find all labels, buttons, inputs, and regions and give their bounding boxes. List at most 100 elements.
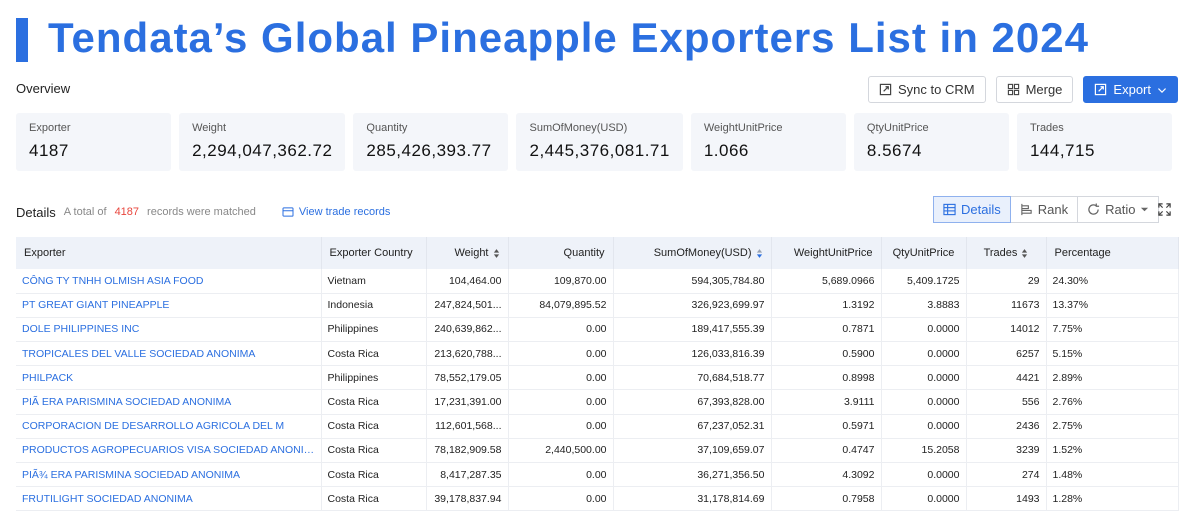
cell-qty-unit-price: 0.0000 — [881, 341, 967, 367]
exporter-link[interactable]: PT GREAT GIANT PINEAPPLE — [16, 293, 322, 318]
merge-button[interactable]: Merge — [995, 76, 1074, 103]
stat-label: Trades — [1029, 122, 1064, 134]
table-row[interactable]: PRODUCTOS AGROPECUARIOS VISA SOCIEDAD AN… — [16, 438, 1179, 464]
column-header-exporter-country[interactable]: Exporter Country — [321, 237, 427, 269]
cell-weight: 104,464.00 — [426, 269, 509, 294]
cell-trades: 3239 — [966, 438, 1047, 464]
sync-to-crm-button[interactable]: Sync to CRM — [867, 76, 986, 103]
cell-trades: 6257 — [966, 341, 1047, 367]
cell-country: Indonesia — [321, 293, 427, 318]
cell-quantity: 0.00 — [508, 486, 614, 512]
cell-country: Costa Rica — [321, 486, 427, 512]
records-suffix: records were matched — [147, 206, 256, 218]
tab-rank[interactable]: Rank — [1010, 196, 1079, 223]
column-header-percentage[interactable]: Percentage — [1046, 237, 1179, 269]
cell-percentage: 13.37% — [1046, 293, 1179, 318]
cell-trades: 4421 — [966, 365, 1047, 391]
table-row[interactable]: TROPICALES DEL VALLE SOCIEDAD ANONIMA Cos… — [16, 341, 1179, 367]
table-row[interactable]: PT GREAT GIANT PINEAPPLE Indonesia 247,824… — [16, 293, 1179, 318]
stat-card-qty-unit-price: QtyUnitPrice 8.5674 — [853, 113, 1009, 171]
overview-label: Overview — [16, 81, 71, 96]
column-header-weight[interactable]: Weight — [426, 237, 509, 269]
cell-country: Costa Rica — [321, 438, 427, 464]
details-summary: Details A total of 4187 records were mat… — [16, 202, 1176, 222]
stat-value: 144,715 — [1029, 141, 1095, 160]
cell-percentage: 24.30% — [1046, 269, 1179, 294]
column-header-exporter[interactable]: Exporter — [16, 237, 322, 269]
cell-quantity: 0.00 — [508, 414, 614, 439]
cell-sum-of-money: 326,923,699.97 — [613, 293, 772, 318]
cell-country: Philippines — [321, 317, 427, 343]
exporter-link[interactable]: PIÃ¾ ERA PARISMINA SOCIEDAD ANONIMA — [16, 462, 322, 488]
export-icon — [1095, 83, 1107, 96]
sort-desc-icon[interactable] — [756, 248, 763, 259]
cell-weight-unit-price: 3.9111 — [771, 389, 882, 415]
cell-sum-of-money: 67,393,828.00 — [613, 389, 772, 415]
exporter-link[interactable]: CÔNG TY TNHH OLMISH ASIA FOOD — [16, 269, 322, 294]
cell-sum-of-money: 594,305,784.80 — [613, 269, 772, 294]
table-row[interactable]: PIÃ ERA PARISMINA SOCIEDAD ANONIMA Costa … — [16, 389, 1179, 415]
tab-ratio[interactable]: Ratio — [1078, 196, 1160, 223]
cell-trades: 556 — [966, 389, 1047, 415]
exporter-link[interactable]: PRODUCTOS AGROPECUARIOS VISA SOCIEDAD AN… — [16, 438, 322, 464]
exporter-link[interactable]: DOLE PHILIPPINES INC — [16, 317, 322, 343]
exporter-link[interactable]: PHILPACK — [16, 365, 322, 391]
table-row[interactable]: CORPORACION DE DESARROLLO AGRICOLA DEL M… — [16, 414, 1179, 439]
tab-details-label: Details — [961, 202, 1001, 217]
refresh-icon — [1088, 203, 1100, 215]
stat-label: Quantity — [366, 122, 408, 134]
cell-weight-unit-price: 0.5900 — [771, 341, 882, 367]
stat-value: 2,294,047,362.72 — [192, 141, 333, 160]
table-row[interactable]: PIÃ¾ ERA PARISMINA SOCIEDAD ANONIMA Costa… — [16, 462, 1179, 488]
cell-percentage: 1.52% — [1046, 438, 1179, 464]
stat-value: 8.5674 — [866, 141, 922, 160]
cell-weight-unit-price: 0.4747 — [771, 438, 882, 464]
expand-icon[interactable] — [1157, 202, 1172, 217]
details-label: Details — [16, 204, 56, 220]
table-row[interactable]: FRUTILIGHT SOCIEDAD ANONIMA Costa Rica 39,… — [16, 486, 1179, 512]
sync-icon — [879, 83, 892, 96]
exporter-link[interactable]: FRUTILIGHT SOCIEDAD ANONIMA — [16, 486, 322, 512]
table-row[interactable]: CÔNG TY TNHH OLMISH ASIA FOOD Vietnam 104,… — [16, 269, 1179, 294]
cell-trades: 11673 — [966, 293, 1047, 318]
cell-percentage: 1.28% — [1046, 486, 1179, 512]
cell-weight: 240,639,862... — [426, 317, 509, 343]
column-header-trades[interactable]: Trades — [966, 237, 1047, 269]
view-trade-records-link[interactable]: View trade records — [282, 206, 390, 218]
stat-card-weight: Weight 2,294,047,362.72 — [179, 113, 346, 171]
column-header-sum-of-money[interactable]: SumOfMoney(USD) — [613, 237, 772, 269]
export-label: Export — [1113, 82, 1151, 97]
cell-country: Philippines — [321, 365, 427, 391]
column-header-qty-unit-price[interactable]: QtyUnitPrice — [881, 237, 967, 269]
cell-weight: 78,552,179.05 — [426, 365, 509, 391]
cell-country: Costa Rica — [321, 462, 427, 488]
cell-weight: 17,231,391.00 — [426, 389, 509, 415]
stat-card-sum-of-money: SumOfMoney(USD) 2,445,376,081.71 — [516, 113, 683, 171]
tab-ratio-label: Ratio — [1105, 202, 1136, 217]
cell-qty-unit-price: 0.0000 — [881, 389, 967, 415]
cell-weight-unit-price: 1.3192 — [771, 293, 882, 318]
stat-card-quantity: Quantity 285,426,393.77 — [353, 113, 509, 171]
stat-value: 285,426,393.77 — [366, 141, 492, 160]
exporter-link[interactable]: PIÃ ERA PARISMINA SOCIEDAD ANONIMA — [16, 389, 322, 415]
export-button[interactable]: Export — [1083, 76, 1178, 103]
cell-trades: 14012 — [966, 317, 1047, 343]
sort-icon[interactable] — [1021, 248, 1028, 259]
table-row[interactable]: DOLE PHILIPPINES INC Philippines 240,639,8… — [16, 317, 1179, 343]
column-header-weight-unit-price[interactable]: WeightUnitPrice — [771, 237, 882, 269]
cell-trades: 1493 — [966, 486, 1047, 512]
stat-card-weight-unit-price: WeightUnitPrice 1.066 — [690, 113, 846, 171]
cell-sum-of-money: 126,033,816.39 — [613, 341, 772, 367]
exporter-link[interactable]: CORPORACION DE DESARROLLO AGRICOLA DEL M — [16, 414, 322, 439]
table-row[interactable]: PHILPACK Philippines 78,552,179.05 0.00 70,6… — [16, 365, 1179, 391]
column-header-quantity[interactable]: Quantity — [508, 237, 614, 269]
tab-details[interactable]: Details — [933, 196, 1011, 223]
sort-icon[interactable] — [493, 248, 500, 259]
cell-qty-unit-price: 3.8883 — [881, 293, 967, 318]
cell-weight: 8,417,287.35 — [426, 462, 509, 488]
cell-qty-unit-price: 0.0000 — [881, 486, 967, 512]
merge-icon — [1007, 83, 1019, 96]
cell-quantity: 109,870.00 — [508, 269, 614, 294]
exporter-link[interactable]: TROPICALES DEL VALLE SOCIEDAD ANONIMA — [16, 341, 322, 367]
cell-sum-of-money: 36,271,356.50 — [613, 462, 772, 488]
